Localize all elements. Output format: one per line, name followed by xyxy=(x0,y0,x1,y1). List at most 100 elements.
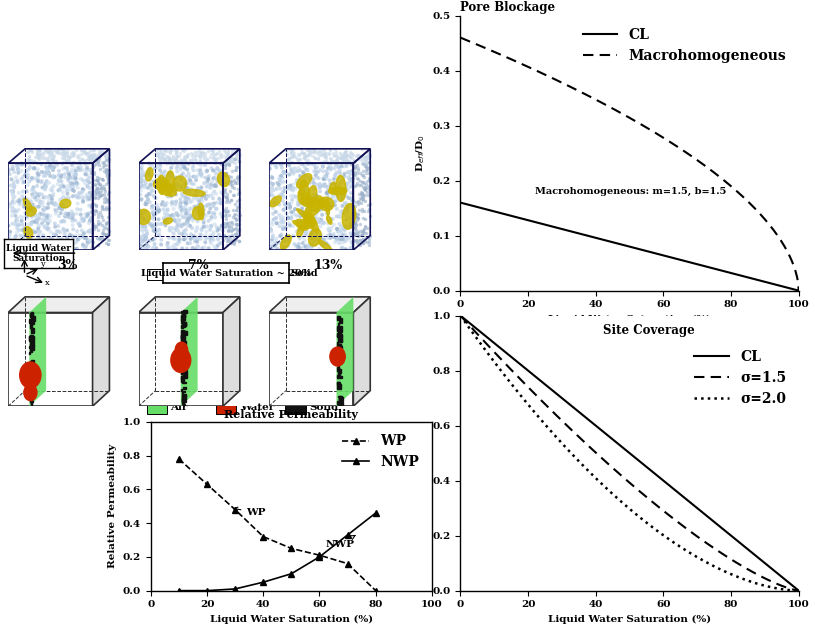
Point xyxy=(61,166,74,176)
Point xyxy=(206,181,219,191)
Point xyxy=(318,150,331,160)
Point xyxy=(293,165,306,175)
Point xyxy=(44,233,57,243)
Point xyxy=(225,156,238,166)
Point xyxy=(93,151,106,161)
Point xyxy=(64,172,77,182)
Point xyxy=(191,194,204,204)
Point xyxy=(87,154,100,164)
Point xyxy=(170,182,183,192)
Point xyxy=(103,235,116,245)
Point xyxy=(174,148,187,158)
Point xyxy=(361,190,374,200)
Point xyxy=(305,242,318,252)
Point xyxy=(322,158,335,168)
Point xyxy=(139,232,152,242)
Point xyxy=(341,201,355,211)
Point xyxy=(218,163,231,173)
Point xyxy=(63,152,76,162)
Point xyxy=(356,158,369,168)
Point xyxy=(296,159,309,169)
Point xyxy=(51,200,64,210)
Point xyxy=(309,212,322,222)
Point xyxy=(62,144,75,154)
Point xyxy=(335,194,348,204)
Point xyxy=(357,166,370,176)
Point xyxy=(9,211,22,221)
Point xyxy=(207,235,220,245)
Point xyxy=(4,239,17,249)
Point xyxy=(211,226,224,236)
Point xyxy=(51,179,64,189)
Bar xyxy=(31,399,33,404)
Point xyxy=(194,193,207,203)
Ellipse shape xyxy=(309,215,318,232)
Point xyxy=(41,164,54,174)
Point xyxy=(26,203,39,213)
Point xyxy=(343,233,356,243)
Point xyxy=(182,238,195,248)
Point xyxy=(82,165,95,175)
Point xyxy=(204,204,217,214)
Point xyxy=(319,151,333,161)
Point xyxy=(19,241,32,251)
Point xyxy=(339,244,352,254)
Point xyxy=(93,234,106,244)
Point xyxy=(352,196,365,206)
Point xyxy=(210,148,223,158)
Bar xyxy=(338,402,341,406)
Point xyxy=(298,175,311,185)
Point xyxy=(55,236,68,246)
Point xyxy=(11,213,24,223)
Ellipse shape xyxy=(309,229,321,246)
Point xyxy=(355,188,368,198)
Point xyxy=(211,231,224,241)
Point xyxy=(62,151,75,161)
Point xyxy=(32,221,45,231)
X-axis label: Liquid Water Saturation (%): Liquid Water Saturation (%) xyxy=(548,615,711,624)
Point xyxy=(164,181,177,191)
Bar xyxy=(31,400,32,405)
Point xyxy=(133,172,146,182)
Point xyxy=(81,166,94,176)
Point xyxy=(302,242,315,252)
Point xyxy=(187,165,200,175)
Point xyxy=(195,224,208,234)
Point xyxy=(231,189,244,199)
Point xyxy=(282,154,295,164)
Point xyxy=(293,198,306,208)
Point xyxy=(178,152,191,162)
Point xyxy=(99,164,112,174)
Point xyxy=(296,238,309,248)
Point xyxy=(152,227,165,237)
Bar xyxy=(182,349,183,354)
Point xyxy=(192,241,205,251)
Point xyxy=(216,221,229,231)
Point xyxy=(146,219,159,229)
Point xyxy=(147,191,160,201)
Point xyxy=(82,201,95,211)
Point xyxy=(170,148,183,158)
Point xyxy=(325,192,338,202)
Point xyxy=(172,217,185,227)
Bar xyxy=(181,362,184,364)
Point xyxy=(317,236,330,246)
Point xyxy=(54,181,67,191)
Point xyxy=(211,241,224,251)
Point xyxy=(290,154,303,164)
Bar xyxy=(30,335,31,340)
Bar xyxy=(338,344,341,349)
Bar xyxy=(29,384,32,389)
Point xyxy=(33,227,46,237)
Point xyxy=(313,244,326,254)
Point xyxy=(355,231,368,241)
Point xyxy=(279,236,292,246)
Point xyxy=(40,234,53,244)
Point xyxy=(166,210,179,220)
Point xyxy=(49,222,62,232)
Point xyxy=(94,182,107,192)
Point xyxy=(275,212,289,222)
Point xyxy=(77,148,90,158)
Point xyxy=(213,194,226,204)
Bar xyxy=(30,372,33,376)
